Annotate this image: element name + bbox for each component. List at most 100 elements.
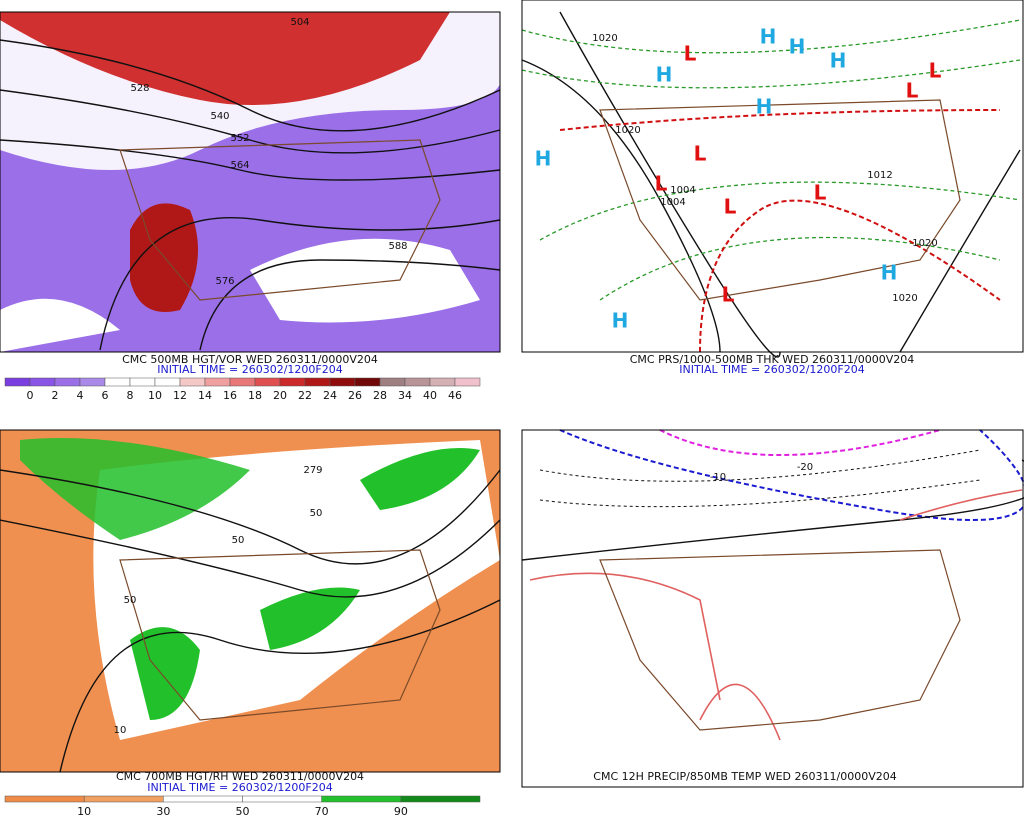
colorbar-label: 26: [348, 389, 362, 402]
map-700mb: [0, 429, 501, 773]
map-prs: [521, 0, 1024, 358]
isotherm: [529, 489, 1023, 741]
contour: [0, 469, 501, 565]
contour-label: 1020: [892, 293, 917, 304]
colorbar-swatch: [329, 377, 356, 387]
high-marker: H: [756, 95, 773, 119]
contour-label: 564: [230, 160, 249, 171]
contour-label: 576: [215, 276, 234, 287]
colorbar-swatch: [79, 377, 106, 387]
borders: [119, 139, 441, 301]
colorbar-label: 16: [223, 389, 237, 402]
caption: CMC 500MB HGT/VOR WED 260311/0000V204: [122, 353, 378, 366]
colorbar-label: 30: [156, 805, 170, 818]
colorbar-swatch: [163, 795, 243, 803]
low-marker: L: [814, 181, 827, 205]
caption: CMC 700MB HGT/RH WED 260311/0000V204: [116, 770, 364, 783]
map-500mb: [0, 11, 503, 353]
colorbar-swatch: [129, 377, 156, 387]
borders: [599, 549, 961, 731]
contour-label: 528: [130, 83, 149, 94]
shade: [130, 448, 480, 720]
isotherm: [559, 429, 1024, 521]
colorbar-swatch: [29, 377, 56, 387]
colorbar-label: 90: [394, 805, 408, 818]
high-marker: H: [789, 35, 806, 59]
low-marker: L: [694, 142, 707, 166]
contour-label: 540: [210, 111, 229, 122]
high-marker: H: [881, 261, 898, 285]
high-marker: H: [612, 309, 629, 333]
colorbar-swatch: [154, 377, 181, 387]
contour-label: 1020: [615, 125, 640, 136]
colorbar-label: 0: [27, 389, 34, 402]
contour-label: 1004: [660, 197, 685, 208]
contour: [899, 149, 1021, 353]
frame: [0, 11, 501, 353]
colorbar-label: 2: [52, 389, 59, 402]
colorbar-label: 40: [423, 389, 437, 402]
colorbar-swatch: [229, 377, 256, 387]
initial-time: INITIAL TIME = 260302/1200F204: [157, 363, 342, 376]
colorbar-label: 10: [77, 805, 91, 818]
colorbar-swatch: [454, 377, 481, 387]
contour: [59, 599, 501, 773]
borders: [119, 549, 441, 721]
colorbar-swatch: [404, 377, 431, 387]
colorbar-label: 70: [315, 805, 329, 818]
low-marker: L: [906, 79, 919, 103]
colorbar-label: 34: [398, 389, 412, 402]
colorbar-swatch: [354, 377, 381, 387]
colorbar-swatch: [279, 377, 306, 387]
frame: [521, 0, 1024, 353]
high-marker: H: [656, 63, 673, 87]
low-marker: L: [722, 283, 735, 307]
contour-label: -20: [797, 462, 813, 473]
low-marker: L: [929, 59, 942, 83]
colorbar-swatch: [379, 377, 406, 387]
thickness-540: [559, 109, 1001, 353]
contour-label: 10: [114, 725, 127, 736]
colorbar-label: 12: [173, 389, 187, 402]
colorbar-label: 46: [448, 389, 462, 402]
contour-label: 1020: [592, 33, 617, 44]
colorbar-swatch: [429, 377, 456, 387]
isotherm: [659, 429, 941, 456]
colorbar-swatch: [54, 377, 81, 387]
contour: [521, 459, 1024, 561]
map-precip: [521, 429, 1024, 788]
high-marker: H: [535, 147, 552, 171]
contour-label: 504: [290, 17, 309, 28]
frame: [0, 429, 501, 773]
contour-label: 50: [310, 508, 323, 519]
contour: [521, 59, 721, 353]
colorbar-swatch: [83, 795, 164, 803]
initial-time: INITIAL TIME = 260302/1200F204: [147, 781, 332, 794]
borders: [599, 99, 961, 301]
contour: [99, 216, 501, 351]
initial-time: INITIAL TIME = 260302/1200F204: [679, 363, 864, 376]
colorbar-swatch: [304, 377, 331, 387]
colorbar-label: 28: [373, 389, 387, 402]
thickness: [521, 19, 1021, 301]
contour: [199, 259, 501, 351]
shade: [0, 12, 450, 105]
frame: [521, 429, 1024, 788]
high-marker: H: [760, 25, 777, 49]
caption: CMC 12H PRECIP/850MB TEMP WED 260311/000…: [593, 770, 896, 783]
colorbar-label: 10: [148, 389, 162, 402]
contour: [0, 39, 501, 132]
colorbar-label: 22: [298, 389, 312, 402]
caption: CMC PRS/1000-500MB THK WED 260311/0000V2…: [630, 353, 915, 366]
colorbar-label: 50: [236, 805, 250, 818]
contour-label: 50: [124, 595, 137, 606]
colorbar-swatch: [204, 377, 231, 387]
colorbar-swatch: [254, 377, 281, 387]
contour: [0, 89, 501, 154]
colorbar-swatch: [179, 377, 206, 387]
colorbar-swatch: [4, 377, 31, 387]
contour-label: 1004: [670, 185, 695, 196]
colorbar-swatch: [400, 795, 481, 803]
contour: [0, 139, 501, 181]
